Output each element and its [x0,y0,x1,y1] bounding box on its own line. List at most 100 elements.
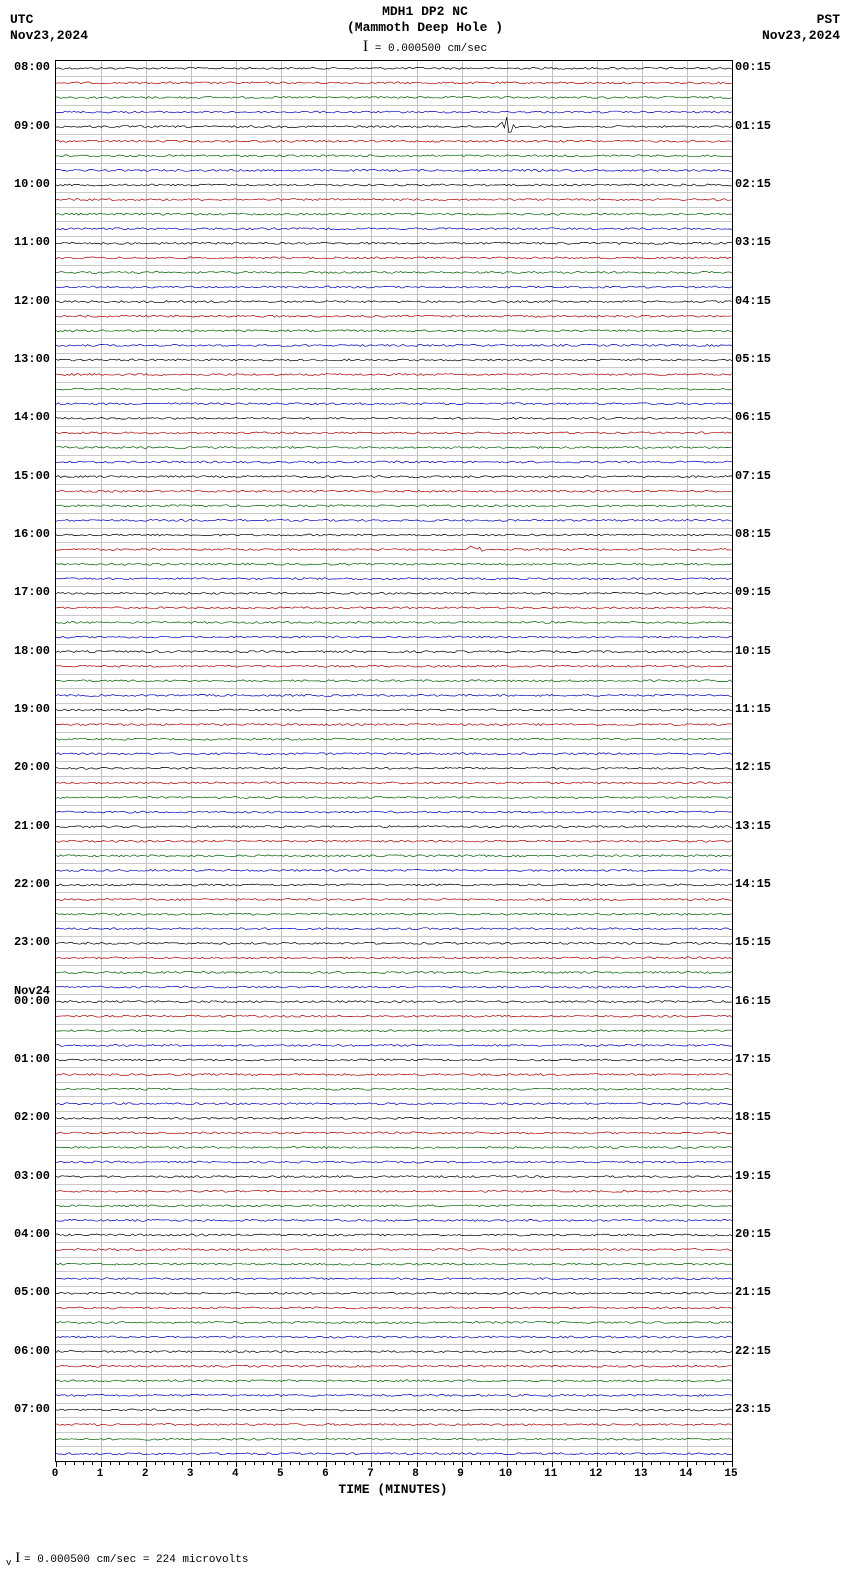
trace-line [56,140,732,142]
trace-line [56,1044,732,1046]
trace-line [56,1117,732,1119]
pst-time-label: 00:15 [735,60,795,74]
trace-line [56,1088,732,1090]
pst-label: PST [817,12,840,27]
pst-time-label: 06:15 [735,410,795,424]
trace-line [56,1336,732,1338]
trace-line [56,1351,732,1353]
pst-time-label: 14:15 [735,877,795,891]
trace-line [56,1380,732,1382]
utc-time-label: 13:00 [0,352,50,366]
utc-time-label: 16:00 [0,527,50,541]
pst-time-label: 08:15 [735,527,795,541]
pst-time-label: 11:15 [735,702,795,716]
pst-time-label: 07:15 [735,469,795,483]
pst-time-label: 12:15 [735,760,795,774]
pst-time-label: 22:15 [735,1344,795,1358]
trace-line [56,972,732,974]
x-tick-label: 12 [586,1468,606,1480]
trace-line [56,199,732,201]
day-change-label: Nov24 [0,984,50,998]
trace-line [56,257,732,259]
helicorder-plot [55,60,733,1462]
trace-line [56,607,732,609]
x-tick-label: 1 [90,1468,110,1480]
x-tick-label: 14 [676,1468,696,1480]
utc-time-label: 23:00 [0,935,50,949]
station-title: MDH1 DP2 NC [0,4,850,19]
trace-line [56,1205,732,1207]
trace-line [56,665,732,667]
trace-line [56,388,732,390]
trace-line [56,826,732,828]
x-tick-label: 5 [270,1468,290,1480]
trace-line [56,1234,732,1236]
trace-line [56,1074,732,1076]
trace-line [56,1001,732,1003]
trace-line [56,899,732,901]
trace-line [56,1322,732,1324]
pst-time-label: 03:15 [735,235,795,249]
trace-line [56,432,732,434]
trace-line [56,1190,732,1192]
trace-line [56,447,732,449]
trace-line [56,505,732,507]
pst-time-label: 10:15 [735,644,795,658]
scale-text: = 0.000500 cm/sec [375,43,487,55]
trace-line [56,1453,732,1455]
x-tick-label: 15 [721,1468,741,1480]
trace-line [56,534,732,536]
trace-line [56,1015,732,1017]
trace-line [56,417,732,419]
trace-line [56,1161,732,1163]
trace-line [56,651,732,653]
trace-line [56,797,732,799]
trace-line [56,622,732,624]
trace-line [56,578,732,580]
trace-line [56,476,732,478]
utc-time-label: 02:00 [0,1110,50,1124]
utc-time-label: 04:00 [0,1227,50,1241]
trace-line [56,1424,732,1426]
trace-line [56,709,732,711]
utc-time-label: 05:00 [0,1285,50,1299]
utc-time-label: 22:00 [0,877,50,891]
footer-scale-text: = 0.000500 cm/sec = 224 microvolts [24,1554,248,1566]
trace-line [56,1132,732,1134]
trace-line [56,1249,732,1251]
trace-line [56,82,732,84]
trace-line [56,242,732,244]
trace-line [56,1394,732,1396]
trace-line [56,753,732,755]
pst-time-label: 16:15 [735,994,795,1008]
trace-line [56,1176,732,1178]
seismogram-container: MDH1 DP2 NC (Mammoth Deep Hole ) I = 0.0… [0,0,850,1584]
trace-line [56,592,732,594]
trace-line [56,301,732,303]
pst-time-label: 19:15 [735,1169,795,1183]
utc-time-label: 06:00 [0,1344,50,1358]
trace-line [56,272,732,274]
x-axis-title: TIME (MINUTES) [55,1482,731,1497]
trace-line [56,928,732,930]
utc-time-label: 01:00 [0,1052,50,1066]
x-tick-label: 2 [135,1468,155,1480]
trace-line [56,213,732,215]
trace-line [56,155,732,157]
footer-scale: v I = 0.000500 cm/sec = 224 microvolts [6,1550,248,1568]
trace-line [56,228,732,230]
trace-line [56,563,732,565]
trace-line [56,1103,732,1105]
pst-time-label: 09:15 [735,585,795,599]
x-tick-label: 8 [406,1468,426,1480]
x-tick-label: 10 [496,1468,516,1480]
trace-line [56,694,732,696]
trace-line [56,1030,732,1032]
utc-time-label: 18:00 [0,644,50,658]
utc-time-label: 10:00 [0,177,50,191]
trace-line [56,111,732,113]
trace-line [56,840,732,842]
utc-time-label: 20:00 [0,760,50,774]
pst-time-label: 18:15 [735,1110,795,1124]
x-tick-label: 13 [631,1468,651,1480]
